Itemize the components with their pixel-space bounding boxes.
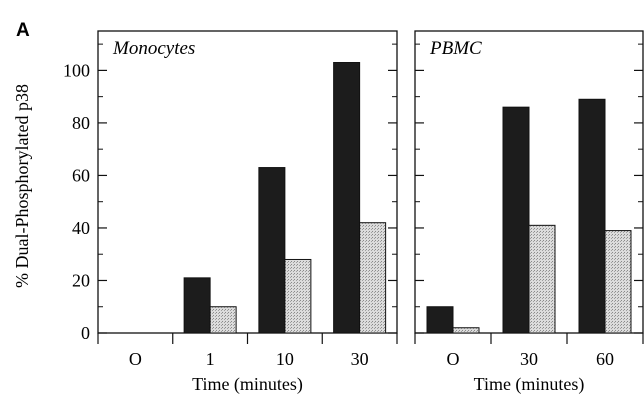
chart0-x-tick-label: O — [129, 349, 142, 369]
chart0-y-tick-label: 40 — [72, 218, 90, 238]
chart0-black-bar — [258, 167, 286, 334]
chart0-x-tick-label: 30 — [351, 349, 369, 369]
chart0-y-tick-label: 0 — [81, 323, 90, 343]
chart0-y-tick-label: 80 — [72, 113, 90, 133]
chart1-x-tick-label: 30 — [520, 349, 538, 369]
panel-letter: A — [16, 20, 30, 41]
chart1-gray-bar — [604, 230, 632, 334]
chart0-gray-bar — [284, 258, 312, 334]
chart1-x-tick-label: O — [447, 349, 460, 369]
chart0-panel-title: Monocytes — [112, 38, 195, 59]
chart1-x-tick-label: 60 — [596, 349, 614, 369]
chart-marks: 0 20 40 60 80 100 O 1 10 30 Time (minutes) Monocyte… — [63, 30, 644, 395]
chart0-y-tick-label: 60 — [72, 165, 90, 185]
chart0-x-tick-label: 10 — [276, 349, 294, 369]
chart1-gray-bar — [528, 224, 556, 334]
chart1-gray-bar — [452, 327, 480, 334]
chart1-panel-title: PBMC — [429, 38, 482, 59]
chart0-y-tick-label: 20 — [72, 270, 90, 290]
chart0-gray-bar — [209, 306, 237, 334]
chart0-black-bar — [183, 277, 211, 334]
chart0-x-tick-label: 1 — [206, 349, 215, 369]
chart1-x-axis-label: Time (minutes) — [474, 374, 585, 395]
chart0-y-tick-label: 100 — [63, 60, 90, 80]
chart1-black-bar — [426, 306, 454, 334]
chart0-x-axis-label: Time (minutes) — [192, 374, 303, 395]
chart1-black-bar — [502, 106, 530, 334]
y-axis-label: % Dual-Phosphorylated p38 — [12, 84, 32, 288]
chart0-black-bar — [333, 62, 361, 334]
chart1-black-bar — [578, 98, 606, 334]
chart0-gray-bar — [359, 222, 387, 334]
